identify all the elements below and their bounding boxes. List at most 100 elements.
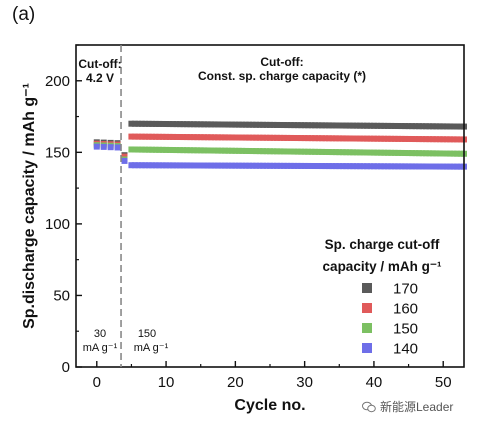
data-point (197, 147, 204, 154)
data-point (215, 121, 222, 128)
data-point (138, 162, 145, 169)
data-point (163, 133, 170, 140)
data-point (308, 135, 315, 142)
data-point (447, 123, 454, 130)
data-point (377, 122, 384, 129)
data-point (391, 149, 398, 156)
data-point (357, 122, 364, 129)
data-point (412, 136, 419, 143)
data-point (336, 122, 343, 129)
data-point (447, 150, 454, 157)
data-point (190, 162, 197, 169)
data-point (190, 134, 197, 141)
data-point (291, 148, 298, 155)
data-point (343, 149, 350, 156)
data-point (370, 135, 377, 142)
data-point (367, 135, 374, 142)
data-point (402, 135, 409, 142)
data-point (156, 133, 163, 140)
data-point (391, 122, 398, 129)
data-point (318, 148, 325, 155)
data-point (301, 148, 308, 155)
data-point (235, 147, 242, 154)
data-point (454, 136, 461, 143)
data-point (443, 150, 450, 157)
watermark: 新能源Leader (362, 398, 453, 415)
data-point (253, 121, 260, 128)
data-point (339, 163, 346, 170)
data-point (405, 163, 412, 170)
data-point (377, 149, 384, 156)
data-point (232, 162, 239, 169)
data-point (287, 148, 294, 155)
data-point (232, 134, 239, 141)
data-point (173, 147, 180, 154)
data-point (360, 149, 367, 156)
data-point (256, 134, 263, 141)
data-point (221, 134, 228, 141)
data-point (284, 162, 291, 169)
data-point (187, 121, 194, 128)
data-point (145, 120, 152, 127)
data-point (374, 135, 381, 142)
data-point (360, 122, 367, 129)
data-point (415, 150, 422, 157)
data-point (332, 135, 339, 142)
data-point (357, 163, 364, 170)
data-point (166, 162, 173, 169)
data-point (329, 163, 336, 170)
data-point (128, 133, 135, 140)
data-point (183, 134, 190, 141)
data-point (291, 162, 298, 169)
x-tick-label: 30 (296, 374, 313, 391)
data-point (194, 121, 201, 128)
data-point (419, 150, 426, 157)
data-point (398, 135, 405, 142)
data-point (159, 120, 166, 127)
data-point (343, 163, 350, 170)
data-point (194, 162, 201, 169)
data-point (350, 149, 357, 156)
data-point (353, 163, 360, 170)
data-point (312, 163, 319, 170)
data-point (273, 148, 280, 155)
data-point (225, 147, 232, 154)
x-axis-label: Cycle no. (234, 397, 305, 414)
data-point (277, 121, 284, 128)
data-point (436, 136, 443, 143)
data-point (152, 146, 159, 153)
data-point (267, 134, 273, 141)
data-point (398, 163, 405, 170)
data-point (346, 163, 353, 170)
data-point (301, 122, 308, 129)
data-point (329, 122, 336, 129)
data-point (249, 121, 256, 128)
data-point (149, 120, 156, 127)
data-point (176, 121, 183, 128)
data-point (197, 134, 204, 141)
data-point (312, 122, 319, 129)
data-point (263, 134, 270, 141)
wechat-icon (362, 401, 376, 412)
data-point (138, 133, 145, 140)
data-point (318, 135, 325, 142)
data-point (190, 147, 197, 154)
data-point (218, 134, 225, 141)
data-point (308, 162, 315, 169)
data-point (159, 162, 166, 169)
x-tick-label: 40 (366, 374, 383, 391)
data-point (364, 122, 370, 129)
data-point (422, 136, 429, 143)
data-point (343, 135, 350, 142)
data-point (322, 163, 329, 170)
data-point (246, 134, 253, 141)
data-point (294, 122, 301, 129)
data-point (374, 163, 381, 170)
data-point (422, 150, 429, 157)
data-point (218, 147, 225, 154)
data-point (107, 144, 114, 151)
data-point (360, 163, 367, 170)
cutoff-left-value: 4.2 V (86, 71, 114, 85)
data-point (398, 149, 405, 156)
data-point (263, 121, 270, 128)
